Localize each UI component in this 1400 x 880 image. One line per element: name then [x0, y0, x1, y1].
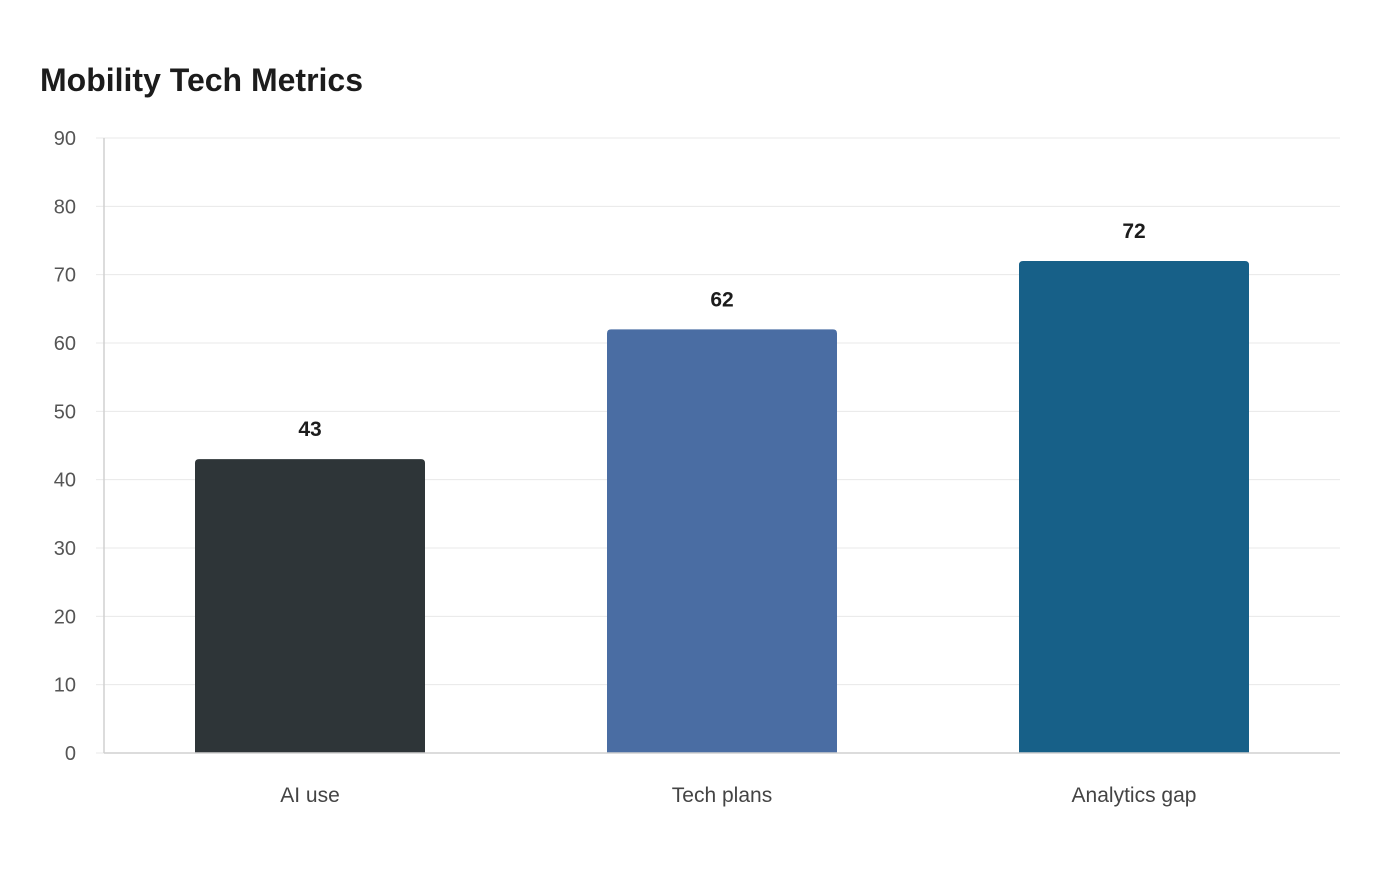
y-tick-label: 30 [54, 538, 76, 560]
chart-title: Mobility Tech Metrics [40, 62, 364, 98]
data-labels: 43 62 72 [298, 220, 1145, 441]
bar-tech-plans [607, 329, 837, 753]
y-axis-tick-labels: 0 10 20 30 40 50 60 70 80 90 [54, 128, 104, 765]
category-label: AI use [280, 784, 340, 807]
y-tick-label: 70 [54, 265, 76, 287]
y-tick-label: 10 [54, 675, 76, 697]
bars [195, 261, 1249, 753]
y-tick-label: 90 [54, 128, 76, 150]
y-tick-label: 80 [54, 196, 76, 218]
y-tick-label: 50 [54, 401, 76, 423]
y-tick-label: 20 [54, 606, 76, 628]
y-tick-label: 40 [54, 470, 76, 492]
y-tick-label: 60 [54, 333, 76, 355]
bar-analytics-gap [1019, 261, 1249, 753]
data-label: 62 [710, 288, 733, 311]
category-label: Tech plans [672, 784, 772, 807]
data-label: 43 [298, 418, 321, 441]
y-tick-label: 0 [65, 743, 76, 765]
bar-ai-use [195, 459, 425, 753]
data-label: 72 [1122, 220, 1145, 243]
x-axis-category-labels: AI use Tech plans Analytics gap [280, 784, 1196, 807]
category-label: Analytics gap [1072, 784, 1197, 807]
